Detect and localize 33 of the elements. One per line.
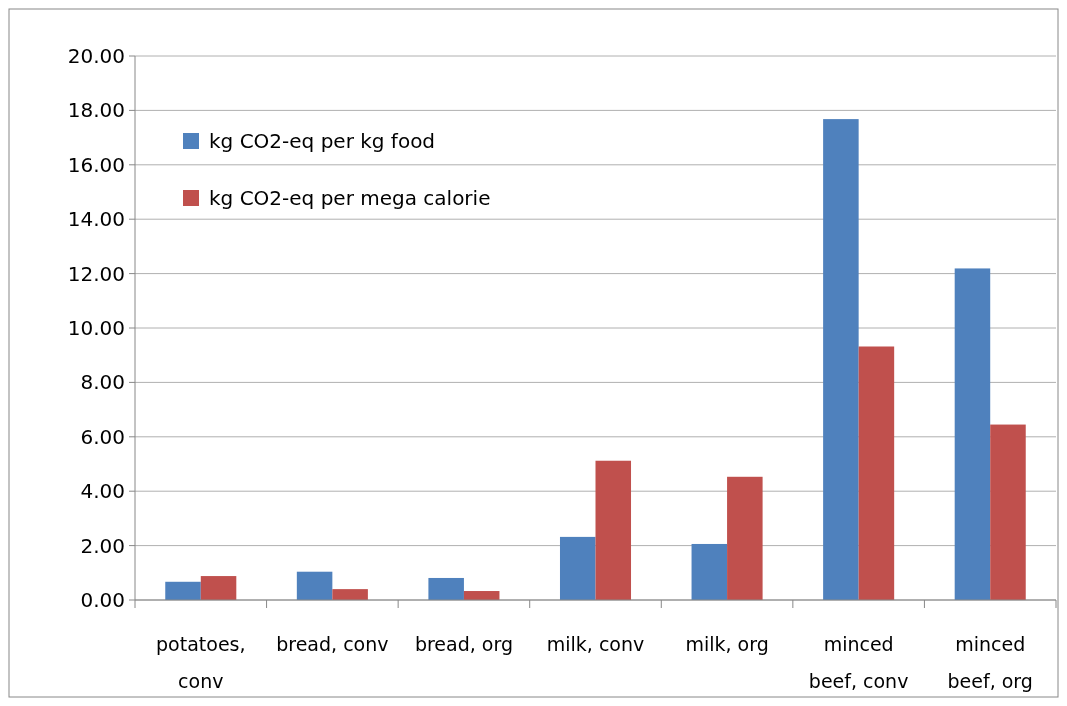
y-tick-label: 18.00 — [67, 98, 125, 123]
y-tick-label: 0.00 — [80, 588, 125, 612]
y-tick-label: 8.00 — [80, 370, 125, 395]
y-tick-label: 14.00 — [67, 207, 125, 232]
x-tick-label: milk, conv — [546, 633, 645, 655]
x-tick-label: minced beef, conv — [808, 633, 909, 692]
y-tick-label: 2.00 — [80, 533, 125, 558]
bar — [990, 424, 1026, 600]
y-tick-label: 10.00 — [67, 316, 125, 340]
x-tick-label: potatoes, conv — [156, 633, 246, 692]
y-tick-label: 4.00 — [80, 479, 125, 504]
x-tick-label: bread, org — [414, 633, 513, 655]
bar — [165, 581, 201, 600]
x-tick-label: bread, conv — [276, 633, 389, 655]
y-tick-label: 12.00 — [67, 261, 125, 286]
bar — [296, 571, 333, 600]
bar — [200, 576, 237, 600]
bar — [332, 589, 368, 600]
bar — [559, 536, 596, 600]
legend-label: kg CO2-eq per mega calorie — [209, 186, 491, 210]
bar — [595, 460, 632, 600]
bar — [954, 268, 991, 600]
bar — [823, 119, 859, 600]
bar — [727, 476, 763, 600]
x-tick-label: milk, org — [685, 633, 769, 655]
bar — [428, 577, 464, 600]
y-tick-label: 20.00 — [67, 44, 125, 68]
legend-label: kg CO2-eq per kg food — [209, 129, 436, 153]
bar — [691, 543, 728, 600]
x-tick-label: minced beef, org — [947, 633, 1033, 692]
y-tick-label: 16.00 — [67, 152, 125, 177]
y-tick-label: 6.00 — [80, 424, 125, 449]
bar — [858, 346, 895, 600]
